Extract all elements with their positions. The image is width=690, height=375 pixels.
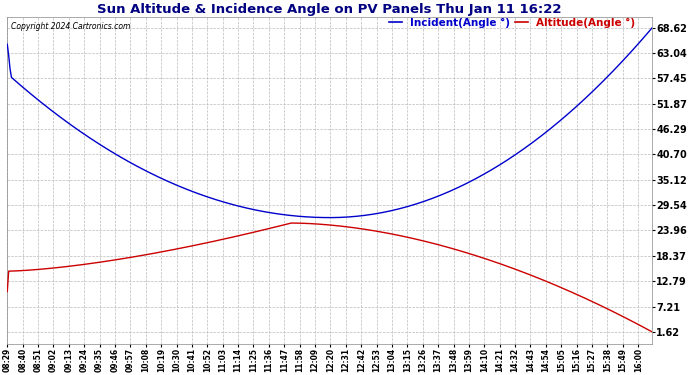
- Title: Sun Altitude & Incidence Angle on PV Panels Thu Jan 11 16:22: Sun Altitude & Incidence Angle on PV Pan…: [97, 3, 562, 16]
- Text: Copyright 2024 Cartronics.com: Copyright 2024 Cartronics.com: [10, 22, 130, 31]
- Legend: Incident(Angle °), Altitude(Angle °): Incident(Angle °), Altitude(Angle °): [385, 13, 639, 32]
